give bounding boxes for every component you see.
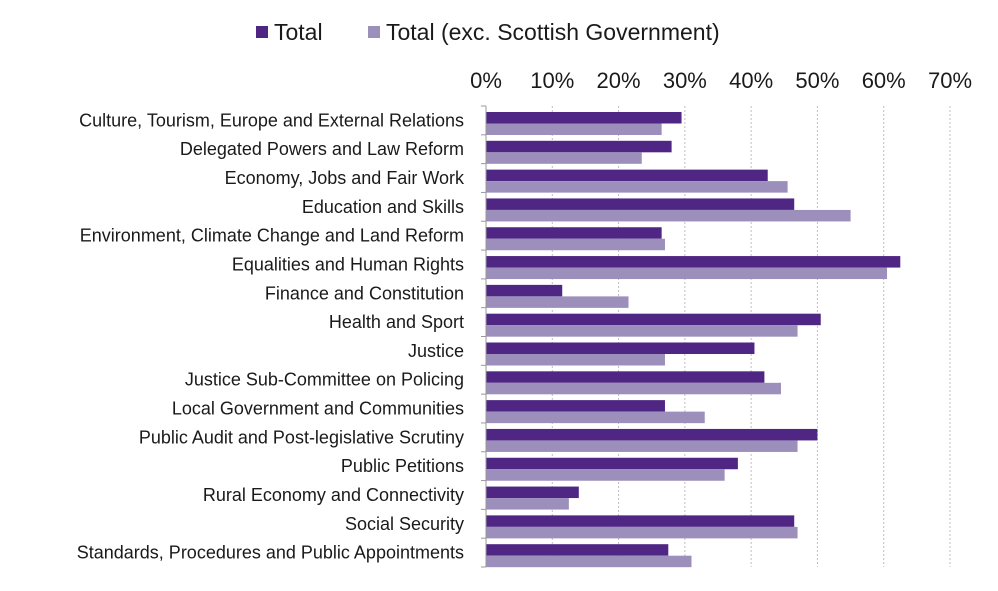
bar-total — [486, 112, 682, 124]
x-tick-label: 70% — [928, 68, 972, 93]
bar-total — [486, 457, 738, 470]
bar-total-exc-sg — [486, 411, 705, 424]
bar-total — [486, 428, 818, 441]
bar-total-exc-sg — [486, 296, 629, 308]
bar-total — [486, 284, 563, 297]
category-label: Justice — [408, 341, 464, 361]
bar-total — [486, 169, 768, 182]
x-axis-ticks: 0% 10% 20% 30% 40% 50% 60% 70% — [470, 68, 972, 93]
bar-total-exc-sg — [486, 238, 665, 251]
bar-total-exc-sg — [486, 498, 569, 510]
category-label: Rural Economy and Connectivity — [203, 485, 464, 505]
x-tick-label: 20% — [597, 68, 641, 93]
bar-total-exc-sg — [486, 526, 798, 539]
legend-label: Total (exc. Scottish Government) — [386, 19, 720, 45]
bar-total-exc-sg — [486, 325, 798, 337]
legend-swatch — [368, 26, 380, 38]
bar-total-exc-sg — [486, 354, 665, 366]
bar-total — [486, 371, 765, 383]
bar-total — [486, 198, 795, 210]
category-label: Delegated Powers and Law Reform — [180, 139, 464, 159]
category-labels: Culture, Tourism, Europe and External Re… — [77, 110, 465, 562]
category-label: Public Petitions — [341, 456, 464, 476]
category-label: Equalities and Human Rights — [232, 254, 464, 274]
bar-total — [486, 342, 755, 354]
category-label: Local Government and Communities — [172, 399, 464, 419]
bar-total-exc-sg — [486, 469, 725, 481]
category-label: Social Security — [345, 514, 464, 534]
x-tick-label: 30% — [663, 68, 707, 93]
category-label: Standards, Procedures and Public Appoint… — [77, 543, 464, 563]
bar-total-exc-sg — [486, 123, 662, 135]
bar-total-exc-sg — [486, 209, 851, 222]
category-label: Economy, Jobs and Fair Work — [225, 168, 465, 188]
category-label: Finance and Constitution — [265, 283, 464, 303]
bar-total-exc-sg — [486, 555, 692, 568]
bar-total — [486, 140, 672, 153]
x-tick-label: 0% — [470, 68, 502, 93]
bar-total-exc-sg — [486, 440, 798, 452]
legend-swatch — [256, 26, 268, 38]
bar-total-exc-sg — [486, 181, 788, 193]
category-label: Culture, Tourism, Europe and External Re… — [79, 110, 464, 130]
bar-total — [486, 227, 662, 239]
bars — [486, 112, 901, 568]
bar-total — [486, 256, 901, 268]
category-label: Health and Sport — [329, 312, 464, 332]
bar-total-exc-sg — [486, 267, 888, 280]
bar-total — [486, 313, 821, 326]
bar-total — [486, 515, 795, 527]
x-tick-label: 60% — [862, 68, 906, 93]
x-tick-label: 50% — [795, 68, 839, 93]
category-label: Justice Sub-Committee on Policing — [185, 370, 464, 390]
category-label: Environment, Climate Change and Land Ref… — [80, 226, 464, 246]
bar-total — [486, 400, 665, 412]
x-tick-label: 40% — [729, 68, 773, 93]
category-label: Education and Skills — [302, 197, 464, 217]
bar-total — [486, 486, 579, 499]
legend: Total Total (exc. Scottish Government) — [256, 19, 720, 45]
x-tick-label: 10% — [530, 68, 574, 93]
category-label: Public Audit and Post-legislative Scruti… — [139, 427, 464, 447]
legend-label: Total — [274, 19, 323, 45]
bar-total — [486, 544, 669, 556]
bar-total-exc-sg — [486, 152, 642, 164]
bar-total-exc-sg — [486, 382, 781, 395]
